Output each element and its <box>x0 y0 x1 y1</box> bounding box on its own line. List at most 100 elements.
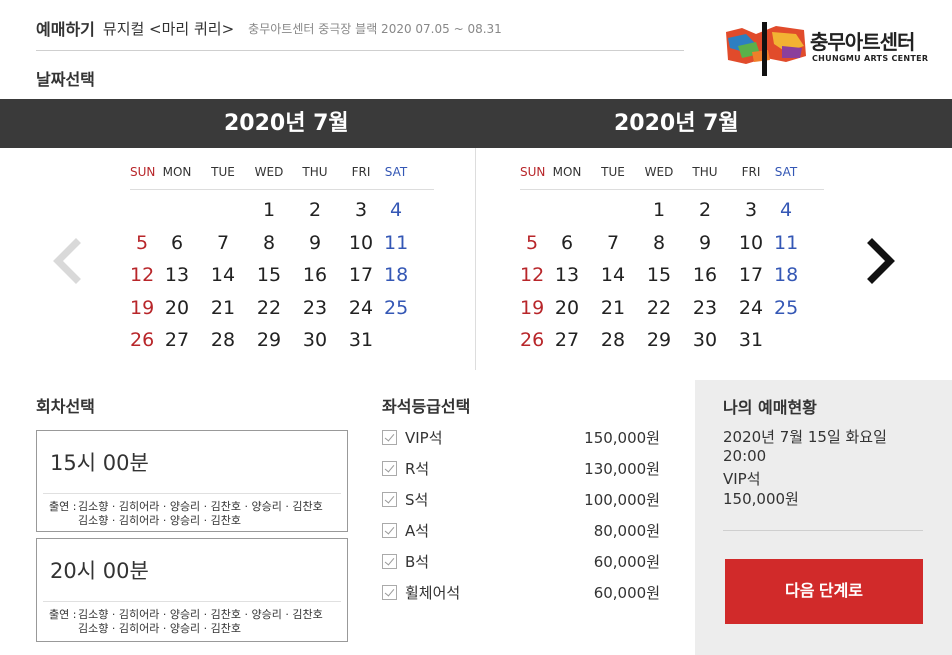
checkbox-icon[interactable] <box>382 430 397 445</box>
calendar-day[interactable]: 27 <box>554 329 580 352</box>
calendar-day[interactable]: 4 <box>389 199 403 221</box>
calendar-day[interactable]: 10 <box>348 231 374 254</box>
calendar-day[interactable]: 30 <box>302 329 328 352</box>
seat-grade-price: 130,000원 <box>584 460 660 478</box>
session-time: 15시 00분 <box>43 431 341 494</box>
cast-line: 김소향 · 김히어라 · 양승리 · 김찬호 <box>78 514 242 527</box>
weekday-label: MON <box>162 165 192 179</box>
session-cast: 출연 : 김소향 · 김히어라 · 양승리 · 김찬호 · 양승리 · 김찬호 … <box>37 602 347 640</box>
calendar-day[interactable]: 13 <box>164 264 190 287</box>
calendar-day[interactable]: 23 <box>302 296 328 319</box>
calendar-day[interactable]: 24 <box>738 296 764 319</box>
weekday-label: WED <box>254 165 284 179</box>
seat-grade-s[interactable]: S석 100,000원 <box>382 484 660 515</box>
calendar-day[interactable]: 9 <box>308 231 322 254</box>
calendar-day[interactable]: 1 <box>262 199 276 221</box>
calendar-day[interactable]: 31 <box>738 329 764 352</box>
calendar-day[interactable]: 30 <box>692 329 718 352</box>
calendar-day[interactable]: 25 <box>774 296 799 319</box>
logo-name-ko: 충무아트센터 <box>810 30 915 54</box>
session-card-2[interactable]: 20시 00분 출연 : 김소향 · 김히어라 · 양승리 · 김찬호 · 양승… <box>36 538 348 642</box>
calendar-day[interactable]: 7 <box>606 231 620 254</box>
calendar-day[interactable]: 29 <box>256 329 282 352</box>
seat-grade-price: 150,000원 <box>584 429 660 447</box>
booking-time: 20:00 <box>723 447 767 465</box>
calendar-day[interactable]: 2 <box>698 199 712 221</box>
calendar-day[interactable]: 21 <box>210 296 236 319</box>
checkbox-icon[interactable] <box>382 461 397 476</box>
weekday-label: THU <box>692 165 718 179</box>
seat-section-label: 좌석등급선택 <box>382 397 471 416</box>
calendar-day[interactable]: 16 <box>302 264 328 287</box>
calendar-day[interactable]: 24 <box>348 296 374 319</box>
seat-grade-wheelchair[interactable]: 휠체어석 60,000원 <box>382 577 660 608</box>
calendar-day[interactable]: 11 <box>774 231 799 254</box>
calendar-day[interactable]: 3 <box>354 199 368 221</box>
calendar-day[interactable]: 17 <box>348 264 374 287</box>
seat-grade-name: R석 <box>405 460 430 478</box>
calendar-day[interactable]: 12 <box>520 264 545 287</box>
weekday-header: SUN MON TUE WED THU FRI SAT <box>520 160 824 190</box>
seat-grade-price: 60,000원 <box>593 584 660 602</box>
calendar-day[interactable]: 17 <box>738 264 764 287</box>
calendar-day[interactable]: 28 <box>600 329 626 352</box>
calendar-day[interactable]: 15 <box>646 264 672 287</box>
calendar-day[interactable]: 20 <box>164 296 190 319</box>
calendar-day[interactable]: 20 <box>554 296 580 319</box>
calendar-day[interactable]: 14 <box>210 264 236 287</box>
seat-grade-vip[interactable]: VIP석 150,000원 <box>382 422 660 453</box>
calendar-day[interactable]: 1 <box>652 199 666 221</box>
calendar-day[interactable]: 25 <box>384 296 409 319</box>
calendar-day[interactable]: 22 <box>646 296 672 319</box>
calendar-day[interactable]: 12 <box>130 264 155 287</box>
seat-grade-price: 60,000원 <box>593 553 660 571</box>
calendar-day[interactable]: 8 <box>262 231 276 254</box>
calendar-day[interactable]: 15 <box>256 264 282 287</box>
checkbox-icon[interactable] <box>382 554 397 569</box>
calendar-day[interactable]: 21 <box>600 296 626 319</box>
checkbox-icon[interactable] <box>382 492 397 507</box>
calendar-day[interactable]: 11 <box>384 231 409 254</box>
calendar-day[interactable]: 22 <box>256 296 282 319</box>
calendar-day[interactable]: 5 <box>135 231 149 254</box>
calendar-day[interactable]: 2 <box>308 199 322 221</box>
seat-grade-r[interactable]: R석 130,000원 <box>382 453 660 484</box>
calendar-day[interactable]: 7 <box>216 231 230 254</box>
calendar-day[interactable]: 10 <box>738 231 764 254</box>
calendar-day[interactable]: 26 <box>520 329 545 352</box>
calendar-day[interactable]: 28 <box>210 329 236 352</box>
calendar-day[interactable]: 23 <box>692 296 718 319</box>
checkbox-icon[interactable] <box>382 523 397 538</box>
calendar-day[interactable]: 27 <box>164 329 190 352</box>
calendar-day[interactable]: 5 <box>525 231 539 254</box>
calendar-day[interactable]: 31 <box>348 329 374 352</box>
calendar-day[interactable]: 18 <box>774 264 799 287</box>
seat-grade-b[interactable]: B석 60,000원 <box>382 546 660 577</box>
calendar-days-grid: 1 2 3 4 5 6 7 8 9 10 11 12 13 14 15 16 17 18 19 20 21 22 23 24 2… <box>520 194 824 357</box>
calendar-day[interactable]: 3 <box>744 199 758 221</box>
next-step-button[interactable]: 다음 단계로 <box>725 559 923 624</box>
calendar-day[interactable]: 19 <box>520 296 545 319</box>
calendar-day[interactable]: 16 <box>692 264 718 287</box>
calendar-day[interactable]: 18 <box>384 264 409 287</box>
calendar-day[interactable]: 29 <box>646 329 672 352</box>
calendar-day[interactable]: 6 <box>170 231 184 254</box>
calendar-day[interactable]: 19 <box>130 296 155 319</box>
calendar-day[interactable]: 13 <box>554 264 580 287</box>
next-month-button[interactable] <box>864 237 900 285</box>
calendar-day[interactable]: 14 <box>600 264 626 287</box>
session-card-1[interactable]: 15시 00분 출연 : 김소향 · 김히어라 · 양승리 · 김찬호 · 양승… <box>36 430 348 532</box>
calendar-divider <box>475 148 476 370</box>
calendar-day[interactable]: 8 <box>652 231 666 254</box>
seat-grade-a[interactable]: A석 80,000원 <box>382 515 660 546</box>
calendar-day[interactable]: 26 <box>130 329 155 352</box>
prev-month-button[interactable] <box>50 237 86 285</box>
checkbox-icon[interactable] <box>382 585 397 600</box>
seat-grade-price: 100,000원 <box>584 491 660 509</box>
seat-grade-price: 80,000원 <box>593 522 660 540</box>
cast-label: 출연 : <box>49 500 77 513</box>
calendar-day[interactable]: 9 <box>698 231 712 254</box>
calendar-day[interactable]: 4 <box>779 199 793 221</box>
calendar-day[interactable]: 6 <box>560 231 574 254</box>
logo-graphic-icon <box>726 22 806 76</box>
